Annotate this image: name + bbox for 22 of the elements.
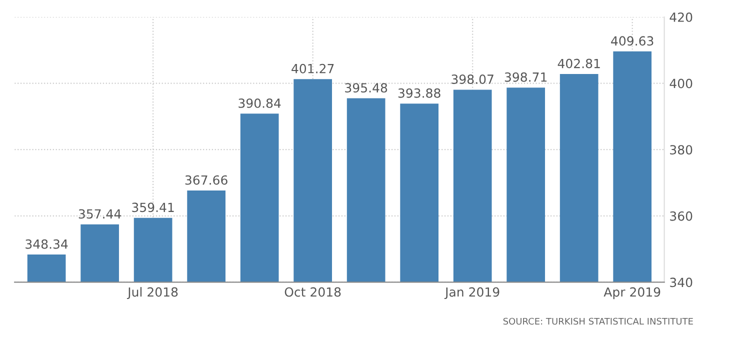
y-tick-label: 380 [670, 145, 692, 155]
y-tick-label: 420 [670, 12, 692, 22]
y-tick-label: 360 [670, 211, 692, 221]
data-label: 367.66 [185, 175, 228, 185]
y-tick-label: 340 [670, 278, 692, 288]
data-label: 395.48 [345, 83, 388, 93]
data-label: 357.44 [78, 209, 121, 219]
data-label: 390.84 [238, 98, 281, 108]
data-label: 409.63 [611, 36, 654, 46]
source-note: SOURCE: TURKISH STATISTICAL INSTITUTE [503, 318, 693, 325]
x-tick-label: Jul 2018 [126, 287, 178, 300]
data-label: 359.41 [132, 202, 174, 212]
y-tick-label: 400 [670, 78, 692, 88]
data-label: 401.27 [292, 64, 334, 74]
data-label: 348.34 [26, 239, 68, 249]
x-tick-label: Apr 2019 [604, 287, 660, 300]
data-label: 398.71 [504, 72, 547, 82]
data-label: 393.88 [398, 88, 440, 98]
data-label: 402.81 [558, 58, 600, 68]
data-label: 398.07 [452, 74, 494, 84]
x-tick-label: Oct 2018 [284, 287, 341, 297]
x-tick-label: Jan 2019 [444, 287, 500, 300]
